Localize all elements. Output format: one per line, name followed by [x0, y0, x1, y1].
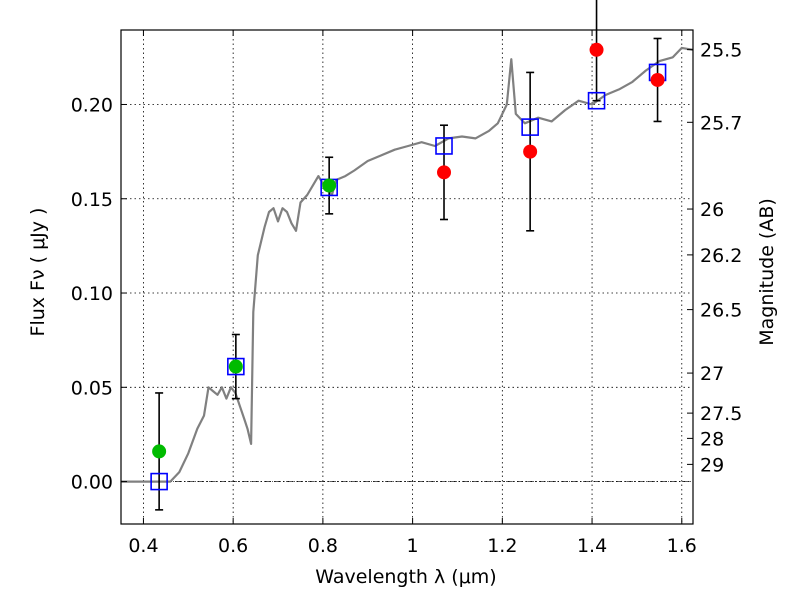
observed-flux-point — [152, 444, 167, 459]
x-tick-label: 0.6 — [218, 535, 248, 557]
y-tick-label: 0.20 — [71, 94, 113, 116]
magnitude-tick-label: 26.5 — [700, 300, 742, 322]
x-tick-label: 1 — [407, 535, 419, 557]
secondary-y-axis-label: Magnitude (AB) — [756, 198, 778, 346]
y-tick-label: 0.15 — [71, 189, 113, 211]
magnitude-tick-label: 27 — [700, 363, 724, 385]
magnitude-tick-label: 26 — [700, 199, 724, 221]
model-photometry-square — [435, 137, 453, 155]
magnitude-tick-label: 26.2 — [700, 245, 742, 267]
y-tick-label: 0.00 — [71, 472, 113, 494]
magnitude-tick-label: 25.7 — [700, 112, 742, 134]
model-photometry-square — [150, 472, 168, 491]
data-marks — [150, 0, 667, 511]
magnitude-tick-label: 29 — [700, 454, 724, 476]
model-photometry-square — [521, 118, 539, 136]
observed-flux-point — [228, 359, 243, 374]
plot-frame — [120, 29, 694, 525]
magnitude-tick-label: 27.5 — [700, 403, 742, 425]
observed-flux-point — [437, 165, 452, 180]
x-tick-label: 0.4 — [128, 535, 158, 557]
x-axis-label: Wavelength λ (μm) — [315, 566, 496, 588]
x-tick-label: 0.8 — [308, 535, 338, 557]
grid-lines — [121, 30, 693, 524]
axis-ticks: 0.4 0.6 0.8 1 1.2 1.4 1.6 0.00 0.05 0.10 0.15 0.20 2… — [71, 30, 742, 557]
y-tick-label: 0.05 — [71, 377, 113, 399]
y-axis-label: Flux Fν ( μJy ) — [27, 208, 49, 337]
x-tick-label: 1.4 — [577, 535, 607, 557]
observed-flux-point — [523, 144, 538, 159]
model-spectrum-line — [121, 46, 694, 483]
magnitude-tick-label: 28 — [700, 428, 724, 450]
observed-flux-point — [650, 72, 665, 87]
model-photometry-square — [587, 91, 606, 110]
observed-flux-point — [322, 178, 337, 193]
y-tick-label: 0.10 — [71, 283, 113, 305]
magnitude-tick-label: 25.5 — [700, 40, 742, 62]
observed-flux-point — [589, 42, 604, 57]
model-photometry-square — [227, 357, 245, 376]
x-tick-label: 1.2 — [487, 535, 517, 557]
x-tick-label: 1.6 — [667, 535, 697, 557]
